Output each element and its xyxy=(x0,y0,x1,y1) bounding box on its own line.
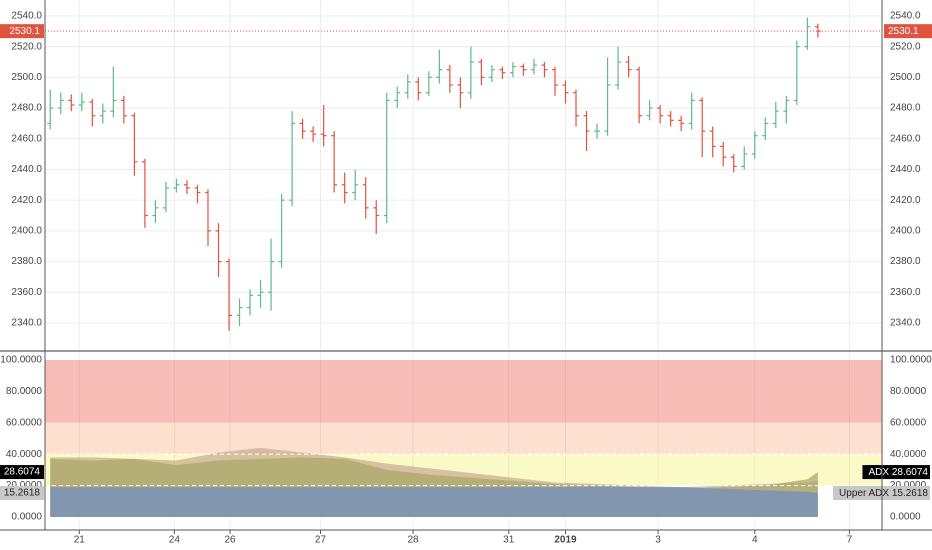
y-tick-label: 2480.0 xyxy=(11,103,42,114)
y-tick-label: 2460.0 xyxy=(890,133,921,144)
band xyxy=(45,422,882,455)
value-label: 15.2618 xyxy=(4,488,41,499)
legend-label: Upper ADX 15.2618 xyxy=(839,488,928,499)
y-tick-label: 60.0000 xyxy=(890,417,927,428)
price-label: 2530.1 xyxy=(9,26,40,37)
y-tick-label: 2480.0 xyxy=(890,103,921,114)
legend-value: 28.6074 xyxy=(892,467,929,478)
y-tick-label: 2340.0 xyxy=(890,318,921,329)
x-tick-label: 28 xyxy=(407,535,419,546)
x-tick-label: 2019 xyxy=(554,535,577,546)
value-badge xyxy=(0,465,44,480)
y-tick-label: 2460.0 xyxy=(11,133,42,144)
x-tick-label: 21 xyxy=(74,535,86,546)
x-tick-label: 7 xyxy=(847,535,853,546)
y-tick-label: 2540.0 xyxy=(11,11,42,22)
value-badge xyxy=(0,486,44,501)
x-tick-label: 27 xyxy=(315,535,327,546)
y-tick-label: 2400.0 xyxy=(11,226,42,237)
y-tick-label: 2500.0 xyxy=(890,72,921,83)
x-tick-label: 24 xyxy=(169,535,181,546)
y-tick-label: 2360.0 xyxy=(11,287,42,298)
legend-badge xyxy=(862,465,930,480)
price-label: 2530.1 xyxy=(888,26,919,37)
y-tick-label: 80.0000 xyxy=(6,386,43,397)
y-tick-label: 2520.0 xyxy=(11,41,42,52)
y-tick-label: 2500.0 xyxy=(11,72,42,83)
x-tick-label: 3 xyxy=(655,535,661,546)
y-tick-label: 2520.0 xyxy=(890,41,921,52)
y-tick-label: 40.0000 xyxy=(6,449,43,460)
y-tick-label: 2420.0 xyxy=(11,195,42,206)
value-label: 28.6074 xyxy=(4,467,41,478)
y-tick-label: 100.0000 xyxy=(890,355,932,366)
y-tick-label: 2360.0 xyxy=(890,287,921,298)
x-tick-label: 31 xyxy=(503,535,515,546)
y-tick-label: 0.0000 xyxy=(11,512,42,523)
y-tick-label: 0.0000 xyxy=(890,512,921,523)
y-tick-label: 80.0000 xyxy=(890,386,927,397)
y-tick-label: 20.0000 xyxy=(890,480,927,491)
y-tick-label: 60.0000 xyxy=(6,417,43,428)
y-tick-label: 2340.0 xyxy=(11,318,42,329)
y-tick-label: 2380.0 xyxy=(11,256,42,267)
price-badge xyxy=(884,24,932,39)
band xyxy=(45,360,882,423)
legend-label: ADX 28.6074 xyxy=(869,467,929,478)
legend-name: Upper ADX xyxy=(839,488,889,499)
y-tick-label: 2540.0 xyxy=(890,11,921,22)
y-tick-label: 2420.0 xyxy=(890,195,921,206)
y-tick-label: 20.0000 xyxy=(6,480,43,491)
y-tick-label: 2400.0 xyxy=(890,226,921,237)
indicator-area xyxy=(50,486,818,517)
y-tick-label: 2380.0 xyxy=(890,256,921,267)
y-tick-label: 40.0000 xyxy=(890,449,927,460)
price-badge xyxy=(0,24,44,39)
y-tick-label: 2440.0 xyxy=(11,164,42,175)
y-tick-label: 100.0000 xyxy=(0,355,42,366)
legend-name: ADX xyxy=(869,467,890,478)
x-tick-label: 26 xyxy=(225,535,237,546)
y-tick-label: 2440.0 xyxy=(890,164,921,175)
x-tick-label: 4 xyxy=(752,535,758,546)
legend-value: 15.2618 xyxy=(892,488,929,499)
